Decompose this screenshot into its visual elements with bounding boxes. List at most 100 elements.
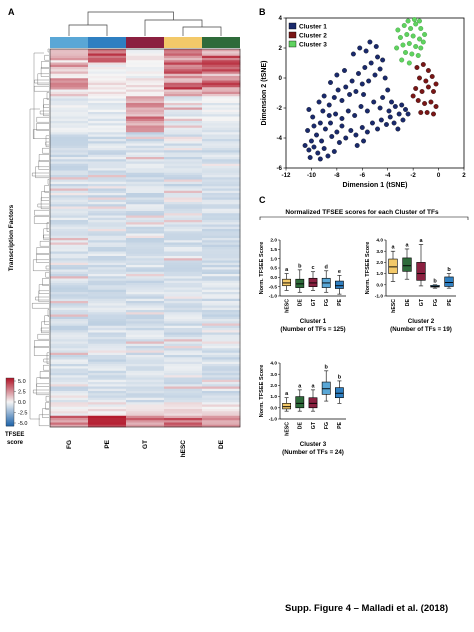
heatmap-cell [202,303,241,306]
heatmap-cell [50,123,89,126]
tsne-point-cluster-1 [380,95,386,100]
tsne-point-cluster-1 [343,84,349,90]
heatmap-cell [202,76,241,79]
heatmap-cell [126,224,165,228]
heatmap-cell [126,109,165,113]
heatmap-cell [88,400,127,403]
heatmap-cell [164,217,203,221]
heatmap-cell [88,294,127,297]
tsne-point-cluster-1 [315,150,321,156]
tsne-x-tick-label: -8 [334,172,340,179]
tsne-point-cluster-3 [399,57,405,63]
tsne-y-axis-label: Dimension 2 (tSNE) [261,61,268,126]
heatmap-cell [126,150,165,153]
heatmap-cell [88,87,127,90]
heatmap-cell [88,274,127,277]
heatmap-cell [50,148,89,151]
heatmap-cell [50,121,89,124]
heatmap-cell [88,235,127,239]
colorbar-segment [6,388,14,391]
heatmap-cell [164,206,203,210]
boxplot-y-tick-label: 2.0 [376,260,383,266]
heatmap-cell [202,377,241,381]
heatmap-cell [164,134,203,138]
heatmap-cell [126,85,165,88]
tsne-point-cluster-1 [405,111,411,117]
heatmap-cell [50,368,89,372]
heatmap-cell [164,143,203,147]
heatmap-cell [50,193,89,196]
heatmap-cell [50,359,89,363]
heatmap-cell [202,400,241,403]
heatmap-cell [202,386,241,390]
heatmap-cell [202,67,241,70]
heatmap-cell [202,307,241,311]
significance-letter: a [285,267,289,273]
tsne-point-cluster-2 [424,110,430,115]
heatmap-cell [126,107,165,111]
heatmap-cell [202,274,241,277]
heatmap-cell [202,141,241,144]
heatmap-cell [202,127,241,131]
colorbar-segment [6,398,14,400]
heatmap-cell [88,222,127,225]
heatmap-cell [88,307,127,311]
heatmap-cell [164,413,203,417]
heatmap-cell [88,339,127,342]
heatmap-cell [202,148,241,151]
heatmap-cell [164,222,203,225]
tsne-point-cluster-2 [433,104,439,109]
heatmap-cell [202,382,241,385]
heatmap-cell [202,202,241,205]
heatmap-cell [88,406,127,410]
heatmap-cell [50,391,89,394]
heatmap-cell [126,409,165,412]
heatmap-cell [126,143,165,147]
heatmap-cell [202,379,241,383]
heatmap-cell [164,352,203,356]
heatmap-cell [202,229,241,232]
heatmap-cell [50,217,89,221]
heatmap-cell [88,199,127,203]
heatmap-cell [88,420,127,423]
heatmap-cell [164,366,203,369]
colorbar-segment [6,390,14,392]
tsne-point-cluster-3 [403,50,408,55]
heatmap-cell [164,195,203,198]
heatmap-cell [202,269,241,273]
boxplot-y-tick-label: 1.0 [270,394,277,400]
column-dendrogram [68,11,222,36]
heatmap-cell [126,379,165,383]
heatmap-cell [126,141,165,144]
colorbar-segment [6,380,14,382]
heatmap-cell [126,168,165,171]
heatmap-cell [50,328,89,331]
heatmap-cell [88,145,127,149]
heatmap-cell [88,278,127,282]
tsne-point-cluster-1 [329,134,335,139]
heatmap-cell [164,53,203,57]
tsne-point-cluster-3 [413,21,419,27]
heatmap-cell [202,150,241,153]
heatmap-cell [50,69,89,72]
heatmap-cell [126,215,165,219]
heatmap-cell [202,260,241,264]
tsne-point-cluster-1 [396,111,402,117]
heatmap-cell [202,350,241,354]
tsne-point-cluster-3 [418,26,424,31]
boxplot-y-tick-label: 2.0 [270,238,277,244]
heatmap-cell [126,222,165,225]
heatmap-cell [164,168,203,171]
column-label-fg: FG [66,440,73,449]
heatmap-cell [50,168,89,171]
boxplot-cluster-count: (Number of TFs = 24) [282,449,344,456]
heatmap-cell [202,222,241,225]
box-de [295,396,305,409]
heatmap-cell [50,364,89,367]
tsne-point-cluster-1 [308,138,314,144]
heatmap-cell [88,330,127,333]
boxplot-x-label: DE [298,421,304,429]
heatmap-cell [50,58,89,61]
heatmap-cell [50,343,89,347]
heatmap-cell [126,310,165,313]
